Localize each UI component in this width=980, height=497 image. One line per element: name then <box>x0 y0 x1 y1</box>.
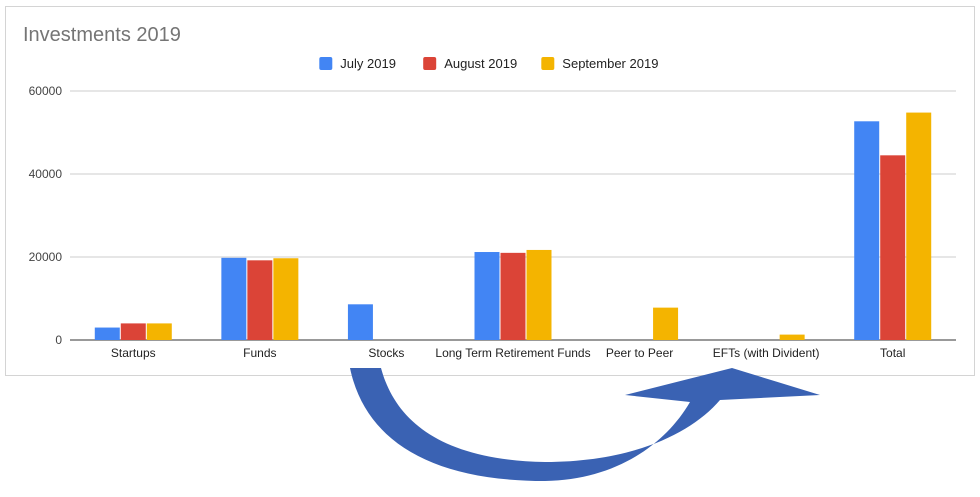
legend-swatch <box>541 57 555 70</box>
bar-july-2019-2 <box>347 304 373 340</box>
bar-august-2019-3 <box>500 252 526 340</box>
chart-card: Investments 2019 July 2019 August 2019 Sep… <box>5 6 975 376</box>
y-tick-label: 60000 <box>29 84 63 98</box>
bar-september-2019-1 <box>273 258 299 340</box>
bar-august-2019-1 <box>247 260 273 340</box>
x-tick-label: Funds <box>243 346 276 360</box>
bar-august-2019-0 <box>120 323 146 340</box>
x-tick-label: Startups <box>111 346 156 360</box>
legend-label: July 2019 <box>340 56 396 71</box>
legend-swatch <box>423 57 437 70</box>
bar-september-2019-3 <box>526 249 552 340</box>
bar-september-2019-6 <box>906 112 932 340</box>
bar-september-2019-4 <box>653 307 679 340</box>
bar-july-2019-3 <box>474 252 500 340</box>
bars <box>94 112 932 340</box>
x-tick-label: Total <box>880 346 905 360</box>
x-axis: Startups Funds Stocks Long Term Retirement … <box>111 346 905 360</box>
curved-arrow-icon <box>350 368 820 481</box>
y-tick-label: 40000 <box>29 167 63 181</box>
bar-chart: Investments 2019 July 2019 August 2019 Sep… <box>23 24 956 360</box>
bar-july-2019-0 <box>94 327 120 340</box>
x-tick-label: EFTs (with Divident) <box>713 346 820 360</box>
y-tick-label: 20000 <box>29 250 63 264</box>
bar-august-2019-6 <box>880 155 906 340</box>
chart-title: Investments 2019 <box>23 24 181 46</box>
bar-july-2019-6 <box>854 121 880 340</box>
x-tick-label: Stocks <box>368 346 404 360</box>
bar-july-2019-1 <box>221 257 247 340</box>
bar-september-2019-5 <box>779 334 805 340</box>
legend-swatch <box>319 57 333 70</box>
legend: July 2019 August 2019 September 2019 <box>319 56 658 71</box>
x-tick-label: Long Term Retirement Funds <box>435 346 590 360</box>
legend-label: August 2019 <box>444 56 517 71</box>
bar-september-2019-0 <box>146 323 172 340</box>
x-tick-label: Peer to Peer <box>606 346 673 360</box>
y-tick-label: 0 <box>55 333 62 347</box>
legend-label: September 2019 <box>562 56 658 71</box>
y-axis: 0 20000 40000 60000 <box>29 84 63 347</box>
